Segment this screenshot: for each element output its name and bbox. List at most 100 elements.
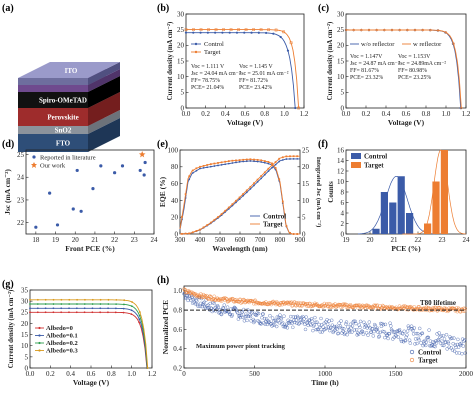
data-point — [350, 330, 354, 334]
data-point — [345, 332, 349, 337]
data-point — [360, 28, 363, 32]
data-point — [354, 327, 359, 332]
data-point — [377, 334, 382, 338]
data-point — [227, 206, 230, 209]
data-point — [244, 314, 249, 318]
data-point — [444, 332, 449, 337]
data-point — [91, 307, 94, 310]
legend-marker — [38, 326, 41, 330]
data-point — [195, 302, 200, 307]
data-point — [36, 307, 39, 310]
data-point — [366, 333, 370, 337]
data-point — [252, 28, 255, 31]
data-point — [209, 163, 212, 166]
data-point — [217, 311, 221, 315]
series-target — [186, 29, 300, 109]
data-point — [217, 216, 219, 218]
data-point — [263, 302, 267, 306]
data-point — [107, 311, 109, 314]
legend-entry: Target — [204, 49, 221, 56]
data-point — [444, 31, 448, 34]
panel-d: 18 19 20 21 22 23 24 22 23 24 25 Front PCE (%) Jsc (… — [2, 139, 158, 253]
y-axis-label: Current density (mA cm⁻²) — [167, 22, 174, 101]
data-point — [216, 305, 220, 309]
data-point — [337, 321, 341, 325]
data-point — [399, 337, 403, 342]
panel-label: (d) — [2, 139, 14, 150]
data-point — [350, 324, 355, 328]
data-point — [423, 343, 428, 348]
data-point — [360, 306, 364, 310]
annotation-line: FF= 81.67% — [350, 68, 379, 74]
data-point — [434, 305, 438, 310]
panel-e: 300 400 500 600 700 800 900020406080100Wavelen… — [157, 139, 322, 253]
data-point — [44, 298, 47, 301]
layer-label: ITO — [65, 67, 78, 75]
y-tick-label: 25 — [177, 26, 185, 34]
data-point — [217, 164, 219, 167]
y2-tick-label: 20 — [302, 163, 310, 171]
legend-marker — [38, 334, 41, 337]
data-point — [386, 336, 390, 341]
data-point — [326, 325, 331, 330]
data-point — [256, 311, 261, 316]
legend-entry: w/o reflector — [361, 41, 395, 48]
data-point — [446, 309, 450, 314]
data-point — [115, 298, 118, 301]
x-tick-label: 20 — [367, 236, 375, 244]
data-point — [299, 317, 303, 321]
x-axis-label: Wavelength (nm) — [212, 244, 268, 253]
data-point — [146, 367, 149, 369]
x-tick-label: 21 — [391, 236, 399, 244]
y-tick-label: 15 — [21, 331, 29, 339]
data-point — [289, 41, 293, 45]
legend-entry: Our work — [40, 162, 66, 169]
data-point — [224, 160, 227, 163]
data-point — [60, 298, 63, 301]
data-point — [260, 159, 263, 162]
data-point — [99, 307, 102, 310]
data-point — [367, 320, 372, 324]
data-point — [238, 315, 243, 320]
annotation-line: Voc = 1.153V — [398, 54, 431, 60]
data-point — [244, 28, 248, 31]
annotation-line: Jsc = 24.04 mA cm⁻² — [191, 71, 241, 77]
x-tick-label: 0.2 — [362, 110, 371, 118]
data-point — [278, 178, 281, 181]
data-point — [99, 311, 102, 314]
x-tick-label: 1.0 — [442, 110, 451, 118]
data-point — [339, 319, 343, 323]
data-point — [452, 336, 456, 340]
data-point — [184, 28, 188, 31]
data-point — [278, 160, 281, 163]
data-point — [99, 298, 102, 301]
data-point — [233, 299, 238, 304]
data-point — [268, 301, 273, 305]
data-point — [84, 298, 86, 301]
data-point — [202, 166, 205, 169]
data-point — [414, 331, 419, 336]
data-point — [389, 324, 393, 328]
data-point — [242, 193, 245, 195]
y-tick-label: 15 — [177, 57, 185, 65]
data-point — [200, 304, 204, 309]
x-tick-label: 1.2 — [300, 110, 309, 118]
data-point — [280, 321, 285, 325]
data-point — [292, 233, 295, 235]
y-tick-label: 0 — [341, 230, 345, 238]
data-point — [188, 178, 191, 181]
data-point — [436, 338, 440, 343]
data-point — [303, 327, 308, 332]
data-point — [130, 313, 133, 316]
data-point — [260, 177, 263, 180]
data-point — [188, 175, 191, 178]
data-point — [298, 318, 302, 322]
data-point — [361, 332, 366, 337]
data-point — [344, 320, 349, 324]
data-point — [367, 28, 371, 32]
data-point — [435, 332, 439, 336]
data-point — [271, 166, 273, 169]
legend-entry: Control — [204, 41, 224, 48]
data-point — [380, 303, 385, 308]
